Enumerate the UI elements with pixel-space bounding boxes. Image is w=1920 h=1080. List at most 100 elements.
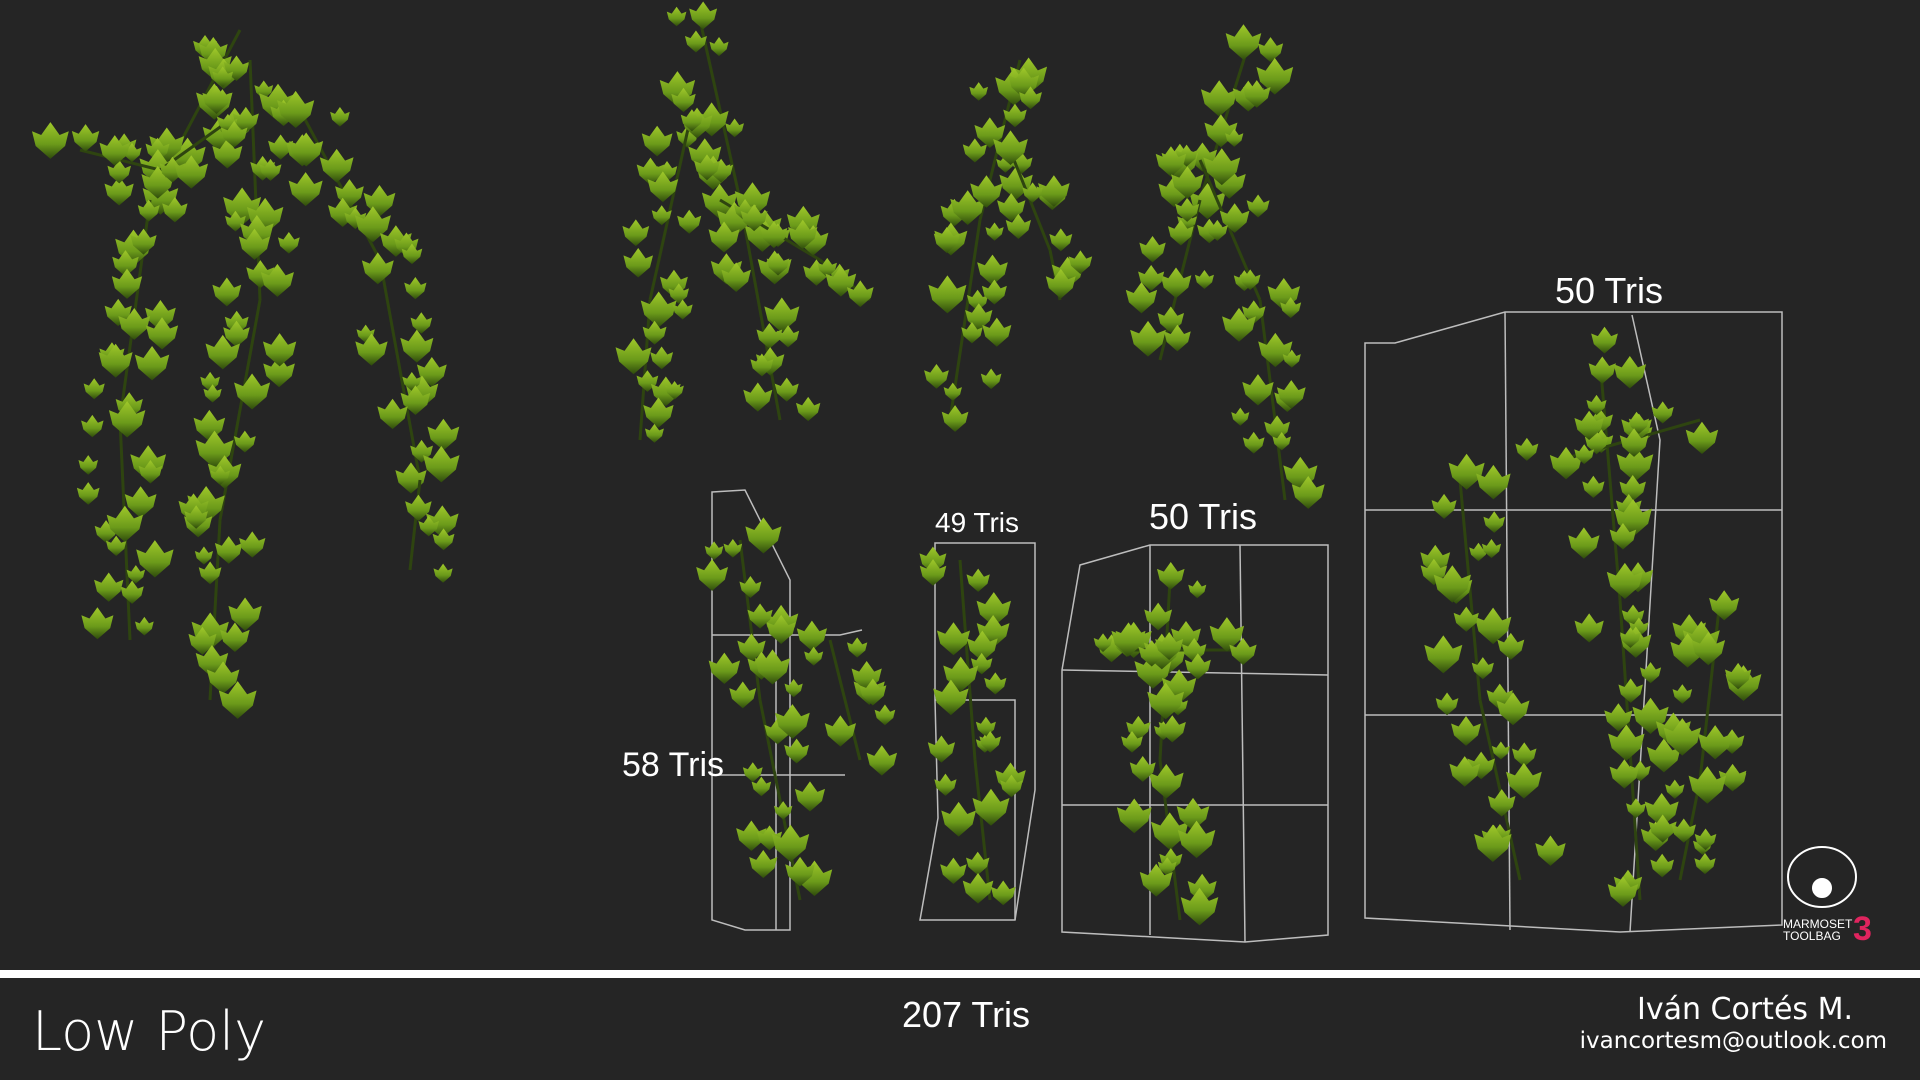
leaf (1648, 814, 1677, 843)
leaf (1471, 657, 1494, 680)
leaf (1097, 634, 1126, 663)
leaf (1694, 828, 1717, 851)
leaf (689, 1, 718, 30)
leaf (94, 520, 118, 543)
stem (1598, 359, 1622, 601)
leaf (107, 159, 131, 184)
leaf (919, 559, 947, 586)
leaf (174, 155, 208, 189)
leaf (1212, 165, 1246, 199)
leaf (933, 227, 960, 254)
leaf (1691, 631, 1726, 666)
leaf (1474, 607, 1512, 645)
leaf (1176, 797, 1210, 831)
leaf (996, 154, 1015, 173)
leaf (756, 323, 783, 349)
leaf (330, 107, 350, 127)
leaf (666, 6, 687, 27)
leaf (784, 679, 803, 698)
leaf (750, 353, 774, 377)
leaf (766, 252, 790, 276)
leaf (1453, 606, 1479, 632)
leaf (672, 299, 693, 320)
leaf (708, 221, 740, 253)
leaf (846, 280, 874, 308)
leaf (794, 781, 825, 812)
leaf (997, 193, 1026, 222)
leaf (118, 308, 151, 340)
leaf (740, 204, 768, 232)
leaf (1138, 640, 1165, 667)
leaf (1609, 759, 1640, 789)
leaf (319, 148, 354, 183)
leaf (238, 228, 271, 260)
leaf (1116, 798, 1152, 834)
stem (1258, 299, 1287, 501)
leaf (194, 546, 213, 565)
leaf (260, 263, 294, 297)
leaf (774, 377, 799, 402)
leaf (1650, 853, 1674, 878)
leaf (1688, 766, 1727, 804)
leaf (1272, 431, 1291, 451)
leaf (943, 382, 962, 401)
leaf (1646, 738, 1681, 773)
leaf (803, 259, 830, 286)
leaf (277, 231, 300, 254)
stem (828, 639, 862, 761)
logo-icon (1787, 846, 1857, 908)
leaf (1182, 638, 1207, 663)
leaf (1229, 637, 1257, 666)
leaf (615, 338, 652, 375)
leaf (1225, 128, 1244, 147)
leaf (220, 622, 250, 652)
leaf (141, 166, 175, 199)
leaf (1709, 590, 1740, 621)
leaf (644, 423, 664, 443)
leaf (1476, 464, 1511, 500)
leaf (866, 745, 898, 776)
stem (958, 559, 977, 761)
leaf (212, 277, 242, 307)
leaf (1481, 539, 1502, 559)
leaf (71, 124, 100, 152)
leaf (847, 637, 868, 658)
leaf (108, 401, 146, 438)
leaf (771, 824, 810, 862)
leaf (106, 505, 144, 542)
leaf (1420, 544, 1451, 575)
leaf (970, 175, 1003, 208)
leaf (721, 262, 751, 292)
leaf (636, 157, 665, 186)
leaf (859, 678, 887, 706)
leaf (936, 622, 971, 656)
leaf (401, 243, 423, 265)
leaf (254, 80, 274, 100)
logo-head (1787, 846, 1857, 908)
leaf (1144, 602, 1173, 631)
leaf (1158, 175, 1190, 208)
leaf (975, 716, 996, 737)
leaf (1449, 756, 1481, 787)
leaf (239, 531, 266, 558)
leaf (94, 572, 124, 602)
leaf (203, 384, 222, 403)
leaf (972, 788, 1010, 826)
leaf (234, 373, 271, 410)
leaf (1616, 445, 1654, 482)
leaf (1535, 835, 1566, 866)
leaf (228, 597, 262, 631)
leaf (1431, 493, 1457, 519)
stem (638, 299, 652, 441)
leaf (684, 30, 707, 53)
leaf (1574, 410, 1604, 441)
leaf (966, 289, 989, 311)
leaf (623, 247, 653, 278)
leaf (1506, 762, 1542, 799)
leaf (976, 592, 1011, 627)
leaf (817, 257, 837, 278)
leaf (1129, 755, 1156, 782)
leaf (671, 87, 696, 113)
leaf (1584, 430, 1609, 455)
